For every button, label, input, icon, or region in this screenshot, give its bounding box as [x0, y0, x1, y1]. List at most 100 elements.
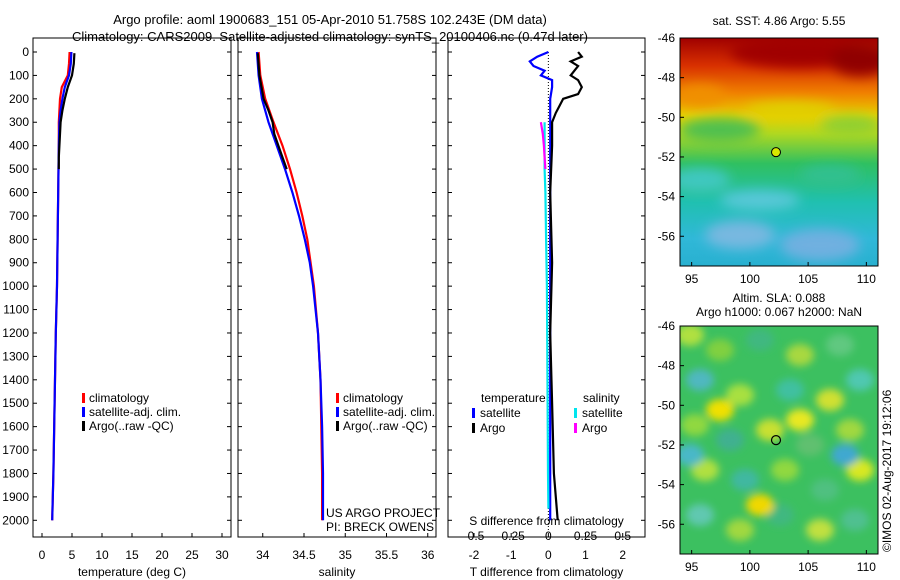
sla-map-title: Altim. SLA: 0.088: [733, 291, 826, 305]
sla-texture: [746, 329, 774, 351]
sla-texture: [841, 509, 869, 531]
legend-swatch: [574, 408, 577, 418]
series-line-1: [51, 51, 73, 521]
legend-header-salinity: salinity: [583, 391, 620, 405]
legend-swatch: [82, 393, 85, 403]
y-tick-label: 300: [9, 115, 29, 129]
map-x-tick-label: 105: [798, 272, 818, 286]
series-line-2: [256, 53, 288, 170]
sst-map: [679, 37, 879, 267]
sla-texture: [816, 389, 844, 411]
sla-texture: [776, 379, 804, 401]
sla-texture: [786, 409, 814, 431]
y-tick-label: 900: [9, 256, 29, 270]
map-x-tick-label: 105: [798, 560, 818, 574]
map-y-tick-label: -52: [658, 438, 676, 452]
top-x-tick-label: -0.25: [498, 529, 526, 543]
x-tick-label: 35.5: [375, 548, 399, 562]
legend-swatch: [336, 421, 339, 431]
x-tick-label: 0: [39, 548, 46, 562]
y-tick-label: 400: [9, 139, 29, 153]
legend-label: satellite-adj. clim.: [343, 405, 435, 419]
x-tick-label: -2: [469, 548, 480, 562]
legend-label: climatology: [343, 391, 403, 405]
legend-swatch: [472, 423, 475, 433]
legend-label: Argo: [582, 421, 608, 435]
x-tick-label: 10: [95, 548, 109, 562]
sla-texture: [680, 326, 704, 346]
sla-texture: [686, 369, 714, 391]
map-x-tick-label: 100: [740, 272, 760, 286]
sla-texture: [846, 459, 874, 481]
map-y-tick-label: -56: [658, 229, 676, 243]
legend-label: climatology: [89, 391, 149, 405]
map-x-tick-label: 110: [857, 272, 876, 286]
y-tick-label: 1100: [3, 303, 29, 317]
temperature-panel: 0100200300400500600700800900100011001200…: [2, 37, 232, 579]
legend-label: satellite: [480, 406, 521, 420]
difference-panel: -2 -1 0 1 2 T difference from climatology temp…: [447, 37, 646, 579]
map-y-tick-label: -48: [658, 71, 676, 85]
map-y-tick-label: -50: [658, 110, 676, 124]
y-tick-label: 1900: [2, 490, 29, 504]
sla-texture: [826, 334, 854, 356]
x-tick-label: 35: [339, 548, 353, 562]
series-line-2: [57, 53, 76, 170]
legend-label: satellite: [582, 406, 623, 420]
sla-texture: [771, 459, 799, 481]
sla-texture: [726, 384, 754, 406]
chart-title-line2: Climatology: CARS2009. Satellite-adjuste…: [72, 29, 588, 44]
x-axis-label: T difference from climatology: [470, 565, 624, 579]
plot-frame: [447, 37, 646, 538]
y-tick-label: 700: [9, 209, 29, 223]
x-tick-label: 1: [582, 548, 589, 562]
map-y-tick-label: -56: [658, 517, 676, 531]
x-tick-label: 25: [185, 548, 199, 562]
sst-map-title: sat. SST: 4.86 Argo: 5.55: [713, 14, 846, 28]
y-tick-label: 1400: [2, 373, 29, 387]
map-y-tick-label: -50: [658, 398, 676, 412]
map-y-tick-label: -54: [658, 190, 676, 204]
y-tick-label: 1000: [2, 279, 29, 293]
sla-texture: [796, 434, 824, 456]
legend-label: Argo(..raw -QC): [343, 419, 428, 433]
sla-texture: [846, 369, 874, 391]
x-axis-label: temperature (deg C): [78, 565, 186, 579]
sla-texture: [716, 429, 744, 451]
sla-map-subtitle: Argo h1000: 0.067 h2000: NaN: [696, 305, 862, 319]
argo-location-marker-sla: [770, 435, 782, 446]
top-x-tick-label: -0.5: [464, 529, 485, 543]
plot-frame: [237, 37, 437, 538]
y-tick-label: 1500: [2, 396, 29, 410]
legend-header-temperature: temperature: [481, 391, 546, 405]
y-tick-label: 100: [9, 68, 29, 82]
legend-swatch: [336, 393, 339, 403]
y-tick-label: 2000: [2, 513, 29, 527]
map-y-tick-label: -46: [658, 31, 676, 45]
top-axis-label: S difference from climatology: [469, 514, 624, 528]
y-tick-label: 200: [9, 92, 29, 106]
legend-swatch: [336, 407, 339, 417]
map-y-tick-label: -48: [658, 359, 676, 373]
y-tick-label: 0: [22, 45, 29, 59]
sla-texture: [731, 469, 759, 491]
sla-texture: [766, 504, 794, 526]
map-x-tick-label: 100: [740, 560, 760, 574]
top-x-tick-label: 0: [545, 529, 552, 543]
x-tick-label: 20: [155, 548, 169, 562]
legend-swatch: [82, 407, 85, 417]
watermark: ©IMOS 02-Aug-2017 19:12:06: [880, 389, 894, 552]
map-x-tick-label: 110: [857, 560, 876, 574]
x-tick-label: 0: [545, 548, 552, 562]
top-x-tick-label: 0.5: [614, 529, 631, 543]
series-line-3: [539, 122, 547, 170]
series-line-2: [543, 122, 550, 509]
salinity-panel: 34 34.5 35 35.5 36 salinity climatologysatelli…: [237, 37, 441, 579]
legend-swatch: [472, 408, 475, 418]
map-y-tick-label: -52: [658, 150, 676, 164]
x-tick-label: 36: [421, 548, 435, 562]
legend-swatch: [574, 423, 577, 433]
chart-title-line1: Argo profile: aoml 1900683_151 05-Apr-20…: [113, 12, 547, 27]
top-x-tick-label: 0.25: [574, 529, 598, 543]
x-tick-label: 30: [215, 548, 229, 562]
